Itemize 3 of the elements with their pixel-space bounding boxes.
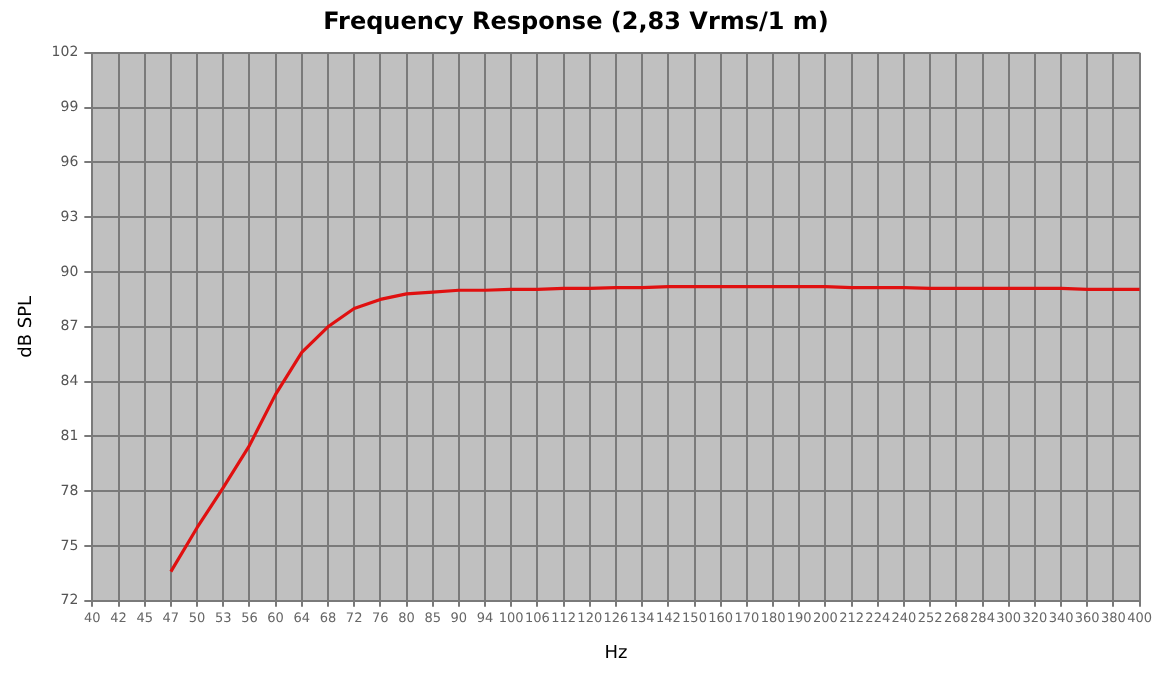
- y-axis-title: dB SPL: [17, 295, 38, 358]
- chart-title: Frequency Response (2,83 Vrms/1 m): [323, 6, 829, 35]
- x-axis-title: Hz: [604, 643, 628, 664]
